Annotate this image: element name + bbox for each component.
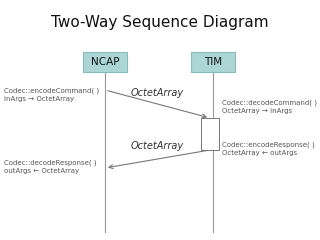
Text: Codec::decodeCommand( )
OctetArray → inArgs: Codec::decodeCommand( ) OctetArray → inA… bbox=[222, 100, 317, 114]
Text: Two-Way Sequence Diagram: Two-Way Sequence Diagram bbox=[51, 14, 269, 30]
Text: OctetArray: OctetArray bbox=[131, 88, 184, 98]
Text: Codec::encodeResponse( )
OctetArray ← outArgs: Codec::encodeResponse( ) OctetArray ← ou… bbox=[222, 142, 315, 156]
Text: Codec::decodeResponse( )
outArgs ← OctetArray: Codec::decodeResponse( ) outArgs ← Octet… bbox=[4, 160, 97, 174]
Bar bbox=[83, 52, 127, 72]
Text: TIM: TIM bbox=[204, 57, 222, 67]
Bar bbox=[201, 118, 219, 150]
Text: OctetArray: OctetArray bbox=[131, 141, 184, 151]
Text: NCAP: NCAP bbox=[91, 57, 119, 67]
Bar bbox=[191, 52, 235, 72]
Text: Codec::encodeCommand( )
inArgs → OctetArray: Codec::encodeCommand( ) inArgs → OctetAr… bbox=[4, 88, 99, 102]
